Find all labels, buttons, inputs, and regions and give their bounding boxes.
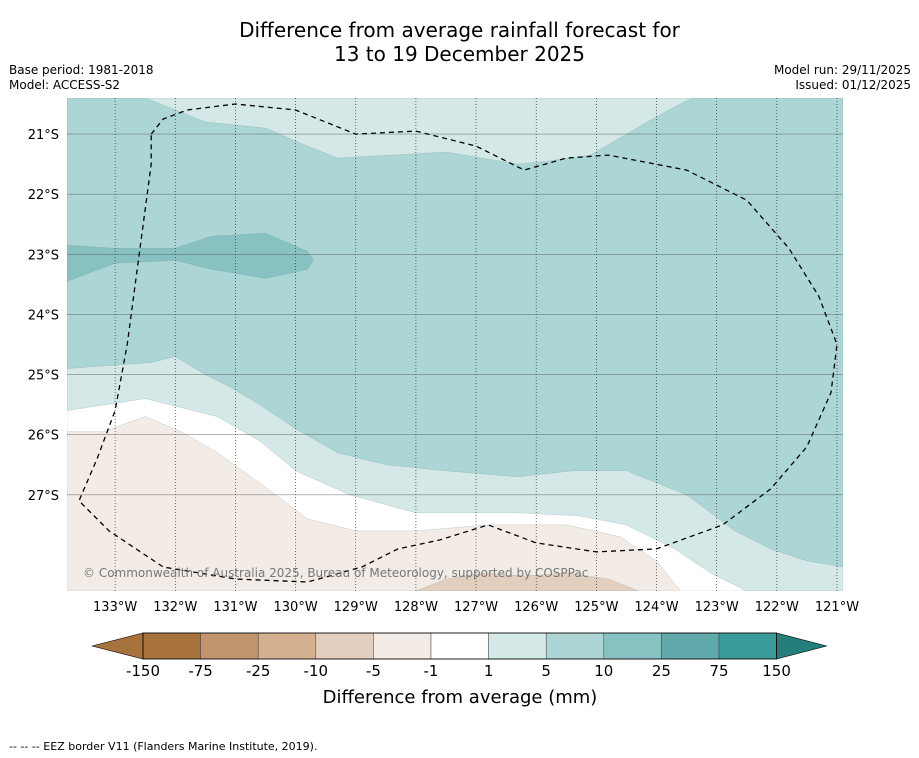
y-tick-label: 27°S (28, 489, 59, 504)
model-info: Base period: 1981-2018 Model: ACCESS-S2 (9, 63, 154, 93)
x-tick-label: 124°W (634, 600, 678, 615)
x-axis-labels: 133°W 132°W 131°W 130°W 129°W 128°W 127°W 126°W… (93, 600, 859, 615)
colorbar-tick-label: -25 (246, 662, 271, 680)
colorbar-tick-label: -5 (366, 662, 381, 680)
colorbar-tick-label: 150 (762, 662, 791, 680)
model-name: Model: ACCESS-S2 (9, 78, 121, 92)
x-tick-label: 122°W (755, 600, 799, 615)
y-tick-label: 25°S (28, 369, 59, 384)
chart-title: Difference from average rainfall forecas… (0, 18, 919, 66)
colorbar-segment (661, 632, 720, 660)
copyright-notice: © Commonwealth of Australia 2025, Bureau… (83, 566, 588, 580)
rainfall-map: © Commonwealth of Australia 2025, Bureau… (28, 98, 859, 708)
colorbar-segment (488, 632, 547, 660)
base-period: Base period: 1981-2018 (9, 63, 154, 77)
y-tick-label: 21°S (28, 128, 59, 143)
colorbar-segment (315, 632, 374, 660)
colorbar-segment (257, 632, 317, 660)
chart-title-line-2: 13 to 19 December 2025 (333, 42, 585, 66)
region-band-minus1-to-minus5 (67, 416, 681, 591)
y-tick-label: 23°S (28, 248, 59, 263)
colorbar-extend-high (776, 632, 828, 660)
colorbar-tick-label: -10 (304, 662, 329, 680)
x-tick-label: 125°W (574, 600, 618, 615)
x-tick-label: 126°W (514, 600, 558, 615)
colorbar-label: Difference from average (mm) (323, 687, 598, 708)
colorbar-frame (142, 632, 777, 660)
rainfall-regions (67, 98, 843, 591)
colorbar-tick-label: 5 (541, 662, 551, 680)
region-patch-minus5-to-minus10 (415, 572, 639, 591)
colorbar-tick-label: -1 (424, 662, 439, 680)
colorbar-tick-label: -150 (126, 662, 160, 680)
y-tick-label: 26°S (28, 429, 59, 444)
colorbar-segment (603, 632, 662, 660)
colorbar-tick-label: -75 (188, 662, 213, 680)
chart-title-line-1: Difference from average rainfall forecas… (239, 18, 680, 42)
x-tick-label: 121°W (815, 600, 859, 615)
model-run-date: Model run: 29/11/2025 (773, 63, 911, 77)
y-tick-label: 22°S (28, 188, 59, 203)
colorbar-tick-label: 10 (594, 662, 613, 680)
x-tick-label: 123°W (695, 600, 739, 615)
x-tick-label: 132°W (153, 600, 197, 615)
x-tick-label: 128°W (394, 600, 438, 615)
colorbar-segment (142, 632, 201, 660)
map-gridlines (67, 98, 843, 591)
colorbar-tick-label: 75 (709, 662, 728, 680)
y-tick-label: 24°S (28, 308, 59, 323)
x-tick-label: 133°W (93, 600, 137, 615)
eez-border-note: -- -- -- EEZ border V11 (Flanders Marine… (9, 740, 318, 753)
colorbar-segment (718, 632, 777, 660)
eez-border-layer (78, 103, 838, 583)
colorbar-tick-label: 25 (652, 662, 671, 680)
x-tick-label: 131°W (213, 600, 257, 615)
colorbar-tick-label: 1 (484, 662, 494, 680)
x-tick-label: 130°W (274, 600, 318, 615)
issued-date: Issued: 01/12/2025 (795, 78, 911, 92)
colorbar-segment (430, 632, 489, 660)
run-info: Model run: 29/11/2025 Issued: 01/12/2025 (774, 63, 911, 93)
colorbar-segment (200, 632, 259, 660)
colorbar: -150 -75 -25 -10 -5 -1 1 5 10 25 75 150 (91, 632, 828, 680)
eez-border (78, 103, 838, 583)
colorbar-segment (545, 632, 605, 660)
colorbar-extend-low (91, 632, 144, 660)
region-strip-10-to-25 (67, 233, 314, 282)
colorbar-segment (373, 632, 432, 660)
x-tick-label: 127°W (454, 600, 498, 615)
x-tick-label: 129°W (334, 600, 378, 615)
y-axis-labels: 21°S 22°S 23°S 24°S 25°S 26°S 27°S (28, 128, 59, 504)
region-main-5-to-10 (67, 98, 843, 568)
